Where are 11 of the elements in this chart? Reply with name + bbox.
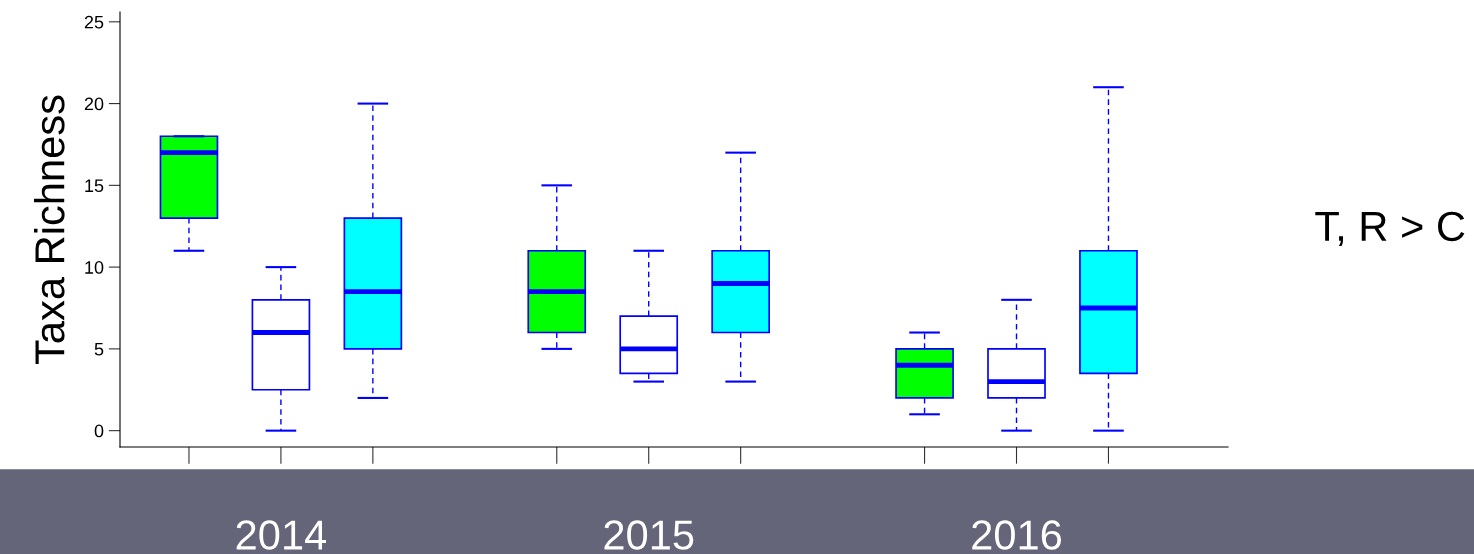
y-tick-label: 0 xyxy=(94,424,104,438)
x-tick-label: 2014 xyxy=(236,520,327,550)
y-tick-label: 20 xyxy=(84,97,104,111)
y-tick-label: 5 xyxy=(94,343,104,356)
text: T, R > C xyxy=(1315,211,1465,247)
x-tick-label: 2016 xyxy=(972,520,1062,550)
y-tick-label: 25 xyxy=(84,15,104,29)
y-axis-title: Taxa Richness xyxy=(33,95,65,365)
y-tick-label: 15 xyxy=(85,179,104,193)
x-tick-label: 2015 xyxy=(604,520,694,550)
y-tick-label: 10 xyxy=(85,261,104,274)
